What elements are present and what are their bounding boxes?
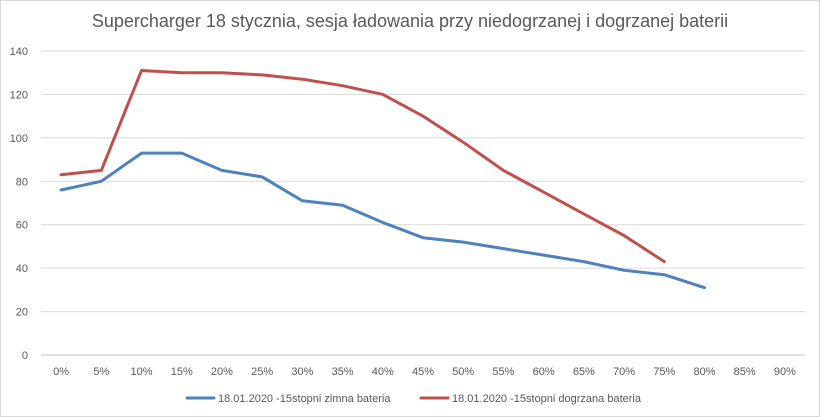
x-tick-label: 70% (613, 366, 635, 378)
gridlines (41, 50, 805, 313)
y-tick-label: 80 (16, 176, 28, 188)
y-tick-label: 120 (10, 89, 28, 101)
x-tick-label: 35% (332, 366, 354, 378)
x-tick-label: 80% (693, 366, 715, 378)
y-tick-label: 0 (22, 350, 28, 362)
x-tick-label: 0% (53, 366, 69, 378)
x-tick-label: 5% (93, 366, 109, 378)
legend: 18.01.2020 -15stopni zimna bateria 18.01.… (185, 393, 642, 405)
y-tick-label: 20 (16, 307, 28, 319)
x-tick-label: 45% (412, 366, 434, 378)
x-tick-label: 10% (131, 366, 153, 378)
series-line-2 (59, 69, 666, 264)
y-tick-label: 40 (16, 263, 28, 275)
y-tick-label: 140 (10, 46, 28, 58)
y-tick-label: 60 (16, 220, 28, 232)
series-lines (59, 69, 706, 290)
x-tick-label: 15% (171, 366, 193, 378)
x-tick-label: 40% (372, 366, 394, 378)
axes: 0 20 40 60 80 100 120 140 0% 5% 10% 15% 20% 25% 30% 35%… (10, 46, 805, 378)
x-tick-label: 60% (533, 366, 555, 378)
x-tick-label: 85% (734, 366, 756, 378)
x-tick-label: 65% (573, 366, 595, 378)
x-tick-label: 50% (452, 366, 474, 378)
x-tick-label: 20% (211, 366, 233, 378)
x-tick-label: 90% (774, 366, 796, 378)
legend-label: 18.01.2020 -15stopni dogrzana bateria (452, 393, 642, 405)
x-tick-label: 30% (291, 366, 313, 378)
series-line-1 (59, 151, 706, 290)
x-tick-label: 55% (492, 366, 514, 378)
x-tick-label: 75% (653, 366, 675, 378)
y-tick-label: 100 (10, 133, 28, 145)
legend-label: 18.01.2020 -15stopni zimna bateria (218, 393, 391, 405)
chart-title: Supercharger 18 stycznia, sesja ładowani… (91, 11, 729, 31)
x-tick-label: 25% (251, 366, 273, 378)
